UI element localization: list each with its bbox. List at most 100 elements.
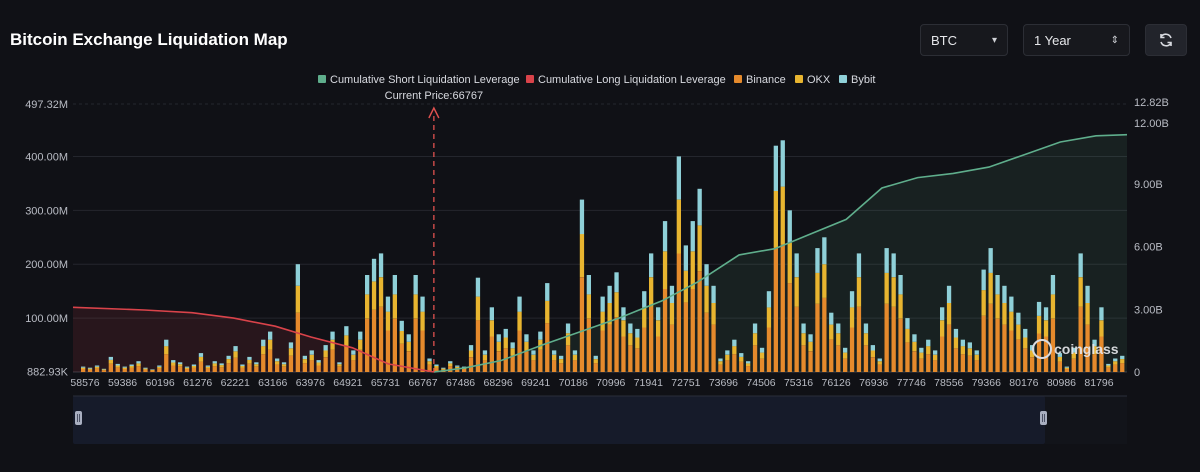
bar-bybit (822, 237, 827, 265)
bar-okx (1050, 294, 1056, 319)
bar-binance (1078, 306, 1083, 372)
x-tick-label: 71941 (634, 377, 663, 389)
bar-binance (649, 306, 654, 372)
bar-bybit (365, 275, 370, 295)
bar-bybit (877, 358, 882, 362)
current-price-arrow-icon (428, 106, 440, 119)
bar-bybit (115, 363, 120, 366)
y-right-tick-label: 12.82B (1134, 97, 1169, 109)
bar-okx (1009, 311, 1014, 331)
time-range-select[interactable]: 1 Year ⇕ (1023, 24, 1130, 56)
bar-binance (974, 360, 979, 372)
bar-bybit (434, 364, 439, 366)
y-right-tick-label: 0 (1134, 367, 1140, 379)
bar-okx (829, 324, 834, 340)
bar-binance (863, 345, 869, 372)
bar-okx (656, 320, 661, 337)
bar-binance (268, 349, 273, 372)
bar-okx (143, 368, 148, 370)
x-tick-label: 76126 (822, 377, 851, 389)
zoom-slider[interactable] (73, 395, 1127, 444)
bar-bybit (912, 334, 917, 342)
bar-bybit (503, 328, 508, 338)
bar-bybit (330, 331, 335, 340)
bar-okx (628, 333, 633, 346)
bar-binance (178, 366, 183, 372)
bar-okx (690, 251, 695, 289)
coinglass-logo-icon (1032, 339, 1052, 359)
bar-okx (268, 339, 273, 350)
bar-okx (122, 367, 127, 369)
bar-okx (621, 320, 626, 337)
bar-okx (919, 352, 924, 359)
bar-bybit (1016, 312, 1021, 325)
bar-bybit (642, 291, 647, 308)
bar-okx (946, 303, 952, 325)
legend-swatch (526, 75, 534, 83)
bar-binance (836, 345, 841, 372)
bar-bybit (593, 355, 598, 359)
bar-bybit (559, 355, 564, 359)
bar-binance (392, 318, 397, 372)
bar-bybit (766, 291, 772, 308)
refresh-button[interactable] (1145, 24, 1187, 56)
zoom-handle-left[interactable] (75, 411, 82, 425)
bar-okx (572, 354, 578, 361)
bar-bybit (462, 366, 467, 368)
short-cumulative-line (433, 133, 1128, 373)
bar-bybit (171, 360, 176, 363)
bar-binance (752, 345, 758, 372)
bar-bybit (683, 245, 688, 271)
bar-bybit (247, 356, 252, 360)
bar-binance (822, 297, 827, 372)
bar-bybit (863, 323, 869, 334)
bar-binance (489, 336, 494, 372)
bar-okx (794, 277, 799, 307)
bar-okx (856, 277, 862, 307)
bar-okx (247, 359, 252, 364)
symbol-select[interactable]: BTC ▾ (920, 24, 1008, 56)
bar-bybit (184, 366, 190, 368)
bar-okx (933, 354, 938, 361)
bar-bybit (607, 285, 612, 303)
bar-binance (919, 358, 924, 372)
long-cumulative-line (72, 306, 435, 373)
bar-binance (330, 349, 335, 372)
bar-binance (967, 355, 972, 372)
bar-bybit (1009, 296, 1014, 312)
bar-binance (468, 357, 474, 372)
bar-bybit (1036, 301, 1042, 316)
bar-okx (579, 234, 585, 278)
bar-bybit (1106, 363, 1111, 366)
bar-binance (981, 315, 986, 372)
bar-okx (178, 364, 183, 367)
bar-bybit (746, 361, 751, 364)
bar-binance (205, 368, 210, 372)
symbol-select-value: BTC (931, 32, 957, 48)
bar-bybit (718, 358, 723, 362)
bar-binance (240, 367, 245, 372)
bar-binance (171, 365, 176, 372)
x-tick-label: 77746 (897, 377, 926, 389)
x-tick-label: 63976 (296, 377, 325, 389)
bar-bybit (157, 365, 162, 367)
x-tick-label: 68296 (484, 377, 513, 389)
bar-bybit (1071, 347, 1076, 353)
bar-okx (406, 341, 411, 352)
bar-binance (247, 363, 252, 372)
zoom-handle-right[interactable] (1040, 411, 1047, 425)
watermark: coinglass (1032, 339, 1119, 359)
bar-okx (261, 346, 266, 355)
bar-binance (108, 363, 113, 372)
bar-binance (94, 368, 100, 372)
bar-bybit (600, 296, 605, 312)
bar-binance (725, 360, 730, 372)
bar-binance (635, 348, 640, 372)
bar-bybit (524, 334, 529, 342)
bar-okx (787, 242, 792, 284)
bar-binance (870, 357, 875, 372)
bar-binance (351, 360, 356, 372)
x-tick-label: 74506 (746, 377, 775, 389)
bar-binance (129, 367, 134, 372)
legend-label: Bybit (851, 74, 875, 86)
